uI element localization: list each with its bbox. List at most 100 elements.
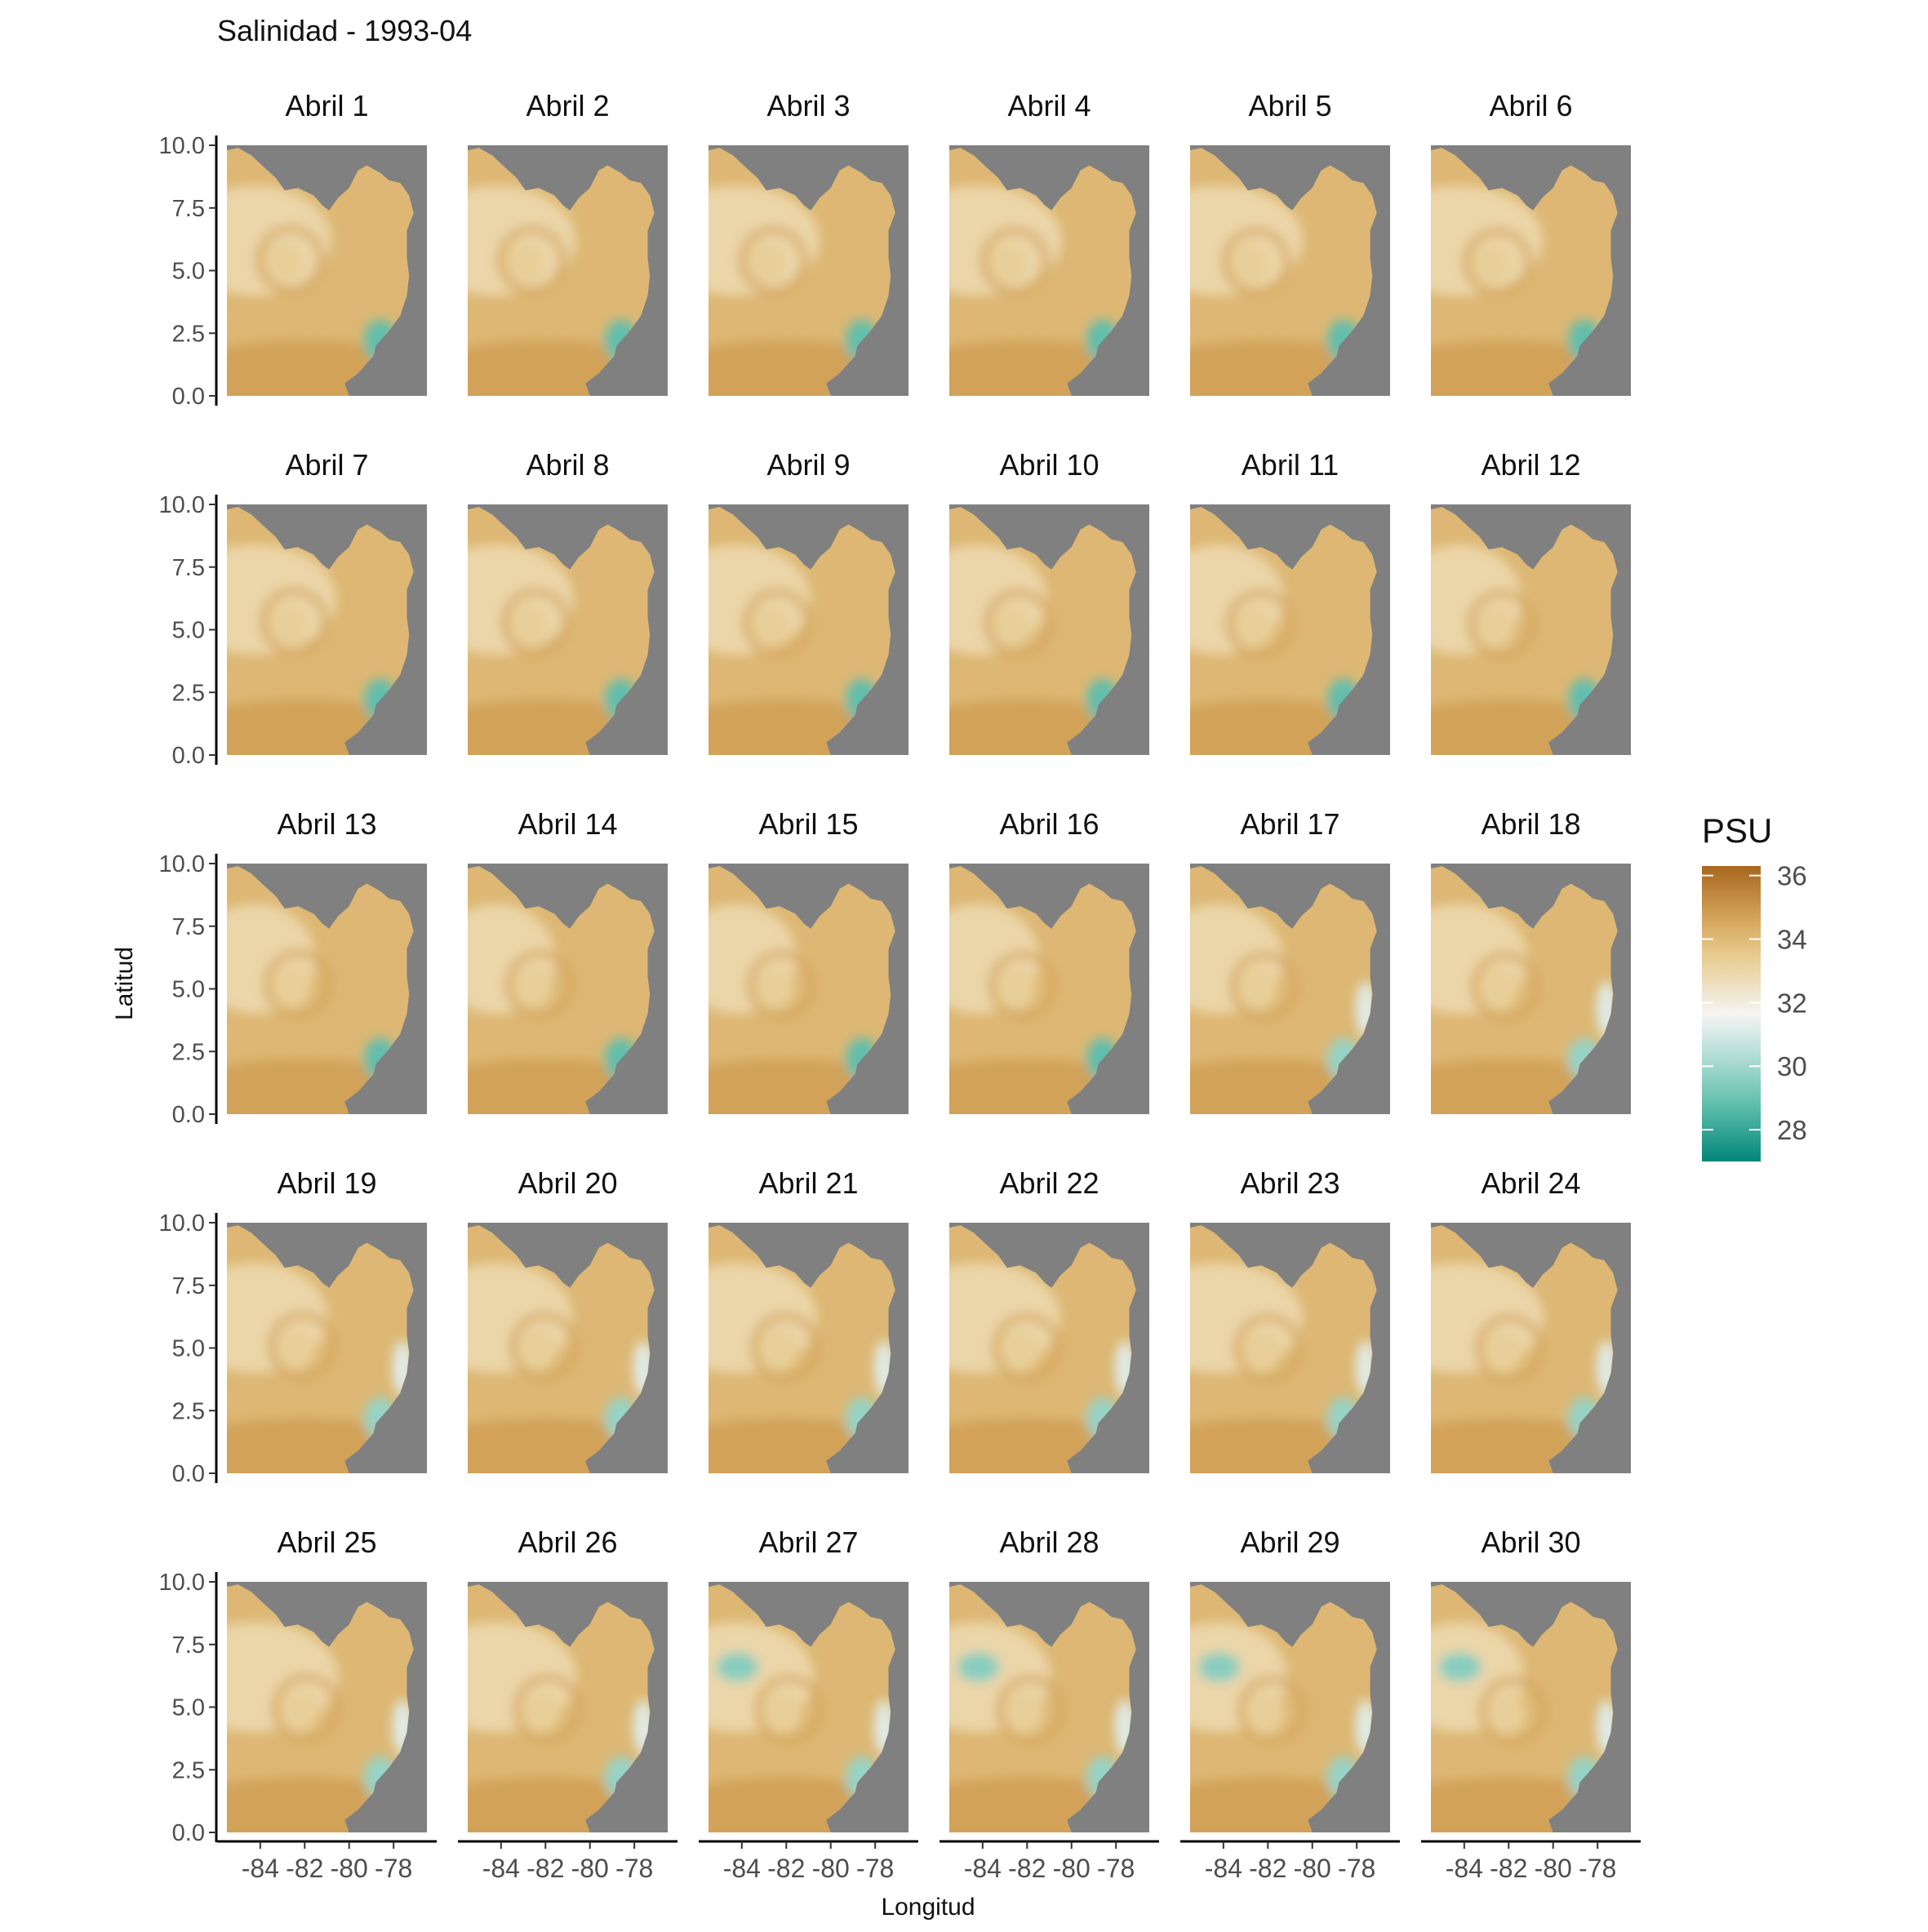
eddy-ring [746,950,815,1019]
land-colombia-ecuador [826,1649,908,1832]
land-colombia-ecuador [344,571,427,755]
fresh-west [1190,185,1304,296]
eddy-ring [272,1674,341,1743]
facet-panel: Abril 29 -84 -82 -80 -78 [1180,1526,1400,1883]
land-panama [709,864,908,931]
facet-field [227,1582,427,1832]
facet-title: Abril 20 [518,1166,617,1200]
facet-field [1431,145,1631,396]
x-tick-label: -84 [482,1854,520,1883]
eddy-core [1226,243,1269,286]
eddy-ring [984,588,1053,658]
land-east-edge [900,145,908,396]
facet-title: Abril 15 [758,807,858,841]
eddy-core [1484,1693,1527,1736]
facet-field [709,1223,908,1473]
x-tick-label: -78 [1338,1854,1375,1883]
eddy-ring [513,1674,582,1743]
eddy-ring [996,1675,1065,1744]
facet-title: Abril 6 [1489,89,1572,122]
facet-field [227,864,427,1114]
y-tick-label: 10.0 [159,1210,205,1237]
facet-panel: Abril 18 [1431,807,1631,1114]
eddy-core [1230,606,1273,649]
y-tick-label: 2.5 [172,1039,205,1065]
legend-tick-label: 34 [1777,925,1807,955]
facet-title: Abril 19 [277,1166,376,1200]
land-colombia-ecuador [585,571,668,755]
facet-field [709,1582,908,1832]
facet-title: Abril 24 [1481,1166,1580,1200]
land-panama [1190,504,1390,572]
land-colombia-ecuador [344,1649,427,1832]
facet-panel: Abril 25 0.0 2.5 5.0 7.5 10.0 -84 -82 -80 -78 [159,1526,437,1883]
facet-panel: Abril 27 -84 -82 -80 -78 [699,1526,918,1883]
eddy-ring [255,225,325,295]
x-tick-label: -82 [1008,1854,1046,1883]
facet-field [227,504,427,755]
y-tick-label: 10.0 [159,133,205,159]
land-panama [949,864,1149,931]
y-tick-label: 0.0 [172,743,205,769]
y-tick-label: 5.0 [172,618,205,644]
land-east-edge [659,145,668,396]
eddy-core [1472,606,1515,650]
facet-title: Abril 13 [277,807,376,841]
land-east-edge [1622,145,1631,396]
facet-field [709,145,908,396]
land-east-edge [418,145,427,396]
facet-title: Abril 17 [1240,807,1339,841]
land-colombia-ecuador [1308,571,1390,755]
offshore-fresh-patch [957,1652,1000,1682]
eddy-core [993,967,1036,1010]
facet-field [949,145,1149,396]
facet-field [1431,1582,1631,1832]
eddy-core [502,242,545,285]
land-east-edge [1381,1582,1390,1832]
fresh-west [468,544,574,655]
x-tick-label: -78 [1579,1854,1616,1883]
land-colombia-ecuador [826,571,908,755]
salinity-field [1431,1232,1631,1473]
facet-title: Abril 23 [1240,1166,1339,1200]
eddy-core [518,1690,561,1734]
land-panama [949,504,1149,572]
facet-title: Abril 26 [518,1526,617,1559]
facet-panel: Abril 2 [468,89,668,396]
x-tick-label: -78 [1097,1854,1135,1883]
land-colombia-ecuador [344,212,427,396]
eddy-core [506,604,549,647]
legend-tick-label: 28 [1777,1115,1807,1145]
land-colombia-ecuador [1067,1649,1149,1832]
land-panama [227,504,427,572]
y-tick-label: 7.5 [172,1632,205,1659]
land-panama [1190,1582,1390,1650]
eddy-core [751,966,794,1010]
eddy-core [1476,968,1519,1011]
facet-title: Abril 25 [277,1526,376,1559]
y-tick-label: 2.5 [172,1757,205,1783]
land-colombia-ecuador [1548,1649,1631,1832]
land-east-edge [1381,1223,1390,1473]
land-colombia-ecuador [1067,571,1149,755]
facet-field [709,504,908,755]
land-east-edge [900,1582,908,1832]
land-colombia-ecuador [1548,1290,1631,1473]
legend-tick-label: 32 [1777,988,1807,1018]
land-panama [709,1582,908,1650]
land-panama [1190,864,1390,931]
facet-panel: Abril 12 [1431,448,1631,755]
land-panama [709,504,908,572]
facet-field [227,1223,427,1473]
eddy-ring [505,950,575,1019]
land-colombia-ecuador [1308,1649,1390,1832]
x-tick-label: -82 [767,1854,805,1883]
land-colombia-ecuador [1067,1290,1149,1473]
land-colombia-ecuador [1067,212,1149,396]
eddy-ring [1471,952,1540,1021]
eddy-ring [743,588,812,658]
eddy-core [1238,1330,1282,1373]
facet-panel: Abril 19 0.0 2.5 5.0 7.5 10.0 [159,1166,427,1487]
land-east-edge [659,1582,668,1832]
land-panama [949,1582,1149,1650]
